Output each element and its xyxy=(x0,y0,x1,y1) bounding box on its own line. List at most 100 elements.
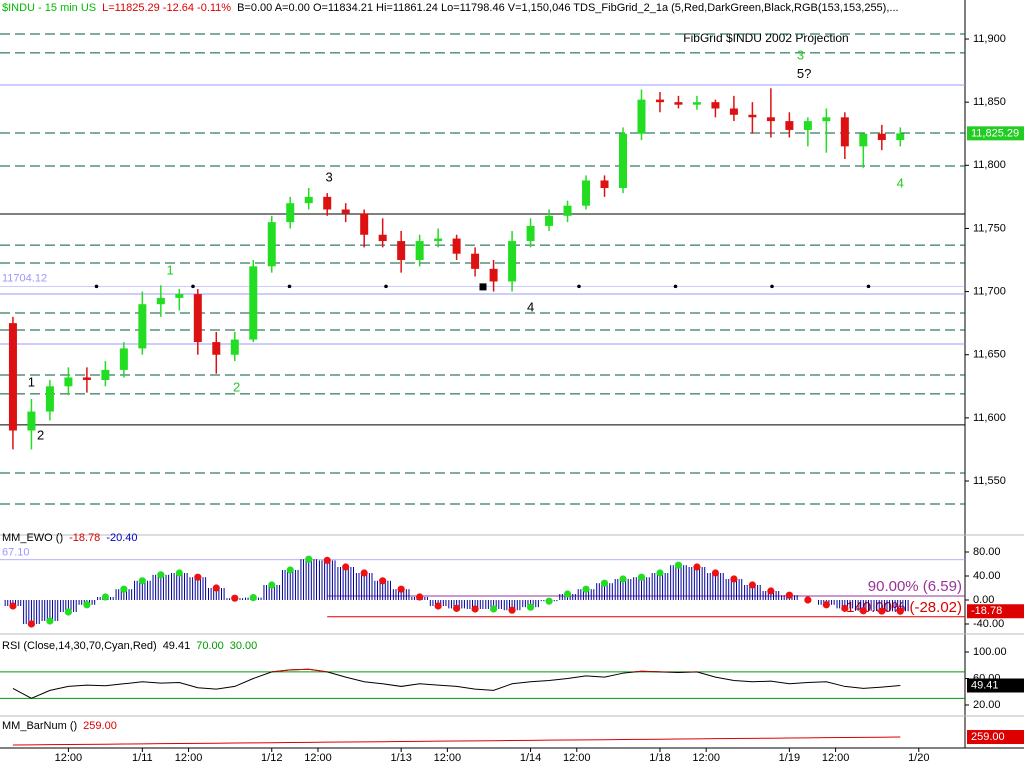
ewo-dot xyxy=(859,607,867,615)
ewo-dot xyxy=(434,602,442,610)
candle-body xyxy=(859,133,868,147)
candle-body xyxy=(508,241,517,282)
fib-line-label: 140.00% (-28.02) xyxy=(846,599,962,616)
ewo-dot xyxy=(804,596,812,604)
pivot-dot xyxy=(384,284,388,289)
candle-body xyxy=(729,108,738,115)
y-tick-label: -40.00 xyxy=(973,618,1004,630)
pivot-dot xyxy=(770,284,774,289)
ewo-dot xyxy=(545,597,553,605)
candle-body xyxy=(230,339,239,355)
candle-body xyxy=(156,297,165,305)
candle-body xyxy=(840,117,849,147)
y-tick-label: 11,700 xyxy=(973,285,1006,297)
ewo-dot xyxy=(101,593,109,601)
x-tick-label: 1/20 xyxy=(908,752,929,764)
x-tick-label: 1/13 xyxy=(390,752,411,764)
ewo-dot xyxy=(471,605,479,613)
ewo-dot xyxy=(286,566,294,574)
ewo-dot xyxy=(120,585,128,593)
wave-label: 3 xyxy=(325,169,332,184)
chart-title: FibGrid $INDU 2002 Projection xyxy=(683,31,848,45)
panel-title: MM_EWO () xyxy=(2,532,63,544)
ewo-dot xyxy=(64,608,73,616)
x-tick-label: 12:00 xyxy=(434,752,462,764)
fib-line-label: 90.00% (6.59) xyxy=(868,578,962,595)
candle-body xyxy=(397,241,406,261)
x-tick-label: 12:00 xyxy=(563,752,591,764)
candle-body xyxy=(267,222,276,267)
x-tick-label: 1/14 xyxy=(520,752,541,764)
header: $INDU - 15 min US L=11825.29 -12.64 -0.11… xyxy=(2,2,899,14)
candle-body xyxy=(803,121,812,130)
candle-body xyxy=(378,234,387,242)
x-tick-label: 12:00 xyxy=(822,752,850,764)
wave-label: 1 xyxy=(166,262,173,277)
ewo-dot xyxy=(748,581,757,589)
candle-body xyxy=(82,377,91,380)
series-line xyxy=(12,668,901,699)
panel-legend: MM_EWO () -18.78 -20.40 xyxy=(2,532,138,544)
wave-label: 4 xyxy=(897,176,904,191)
ewo-dot xyxy=(711,569,720,577)
y-tick-label: 0.00 xyxy=(973,594,994,606)
ewo-dot xyxy=(878,607,886,615)
ewo-dot xyxy=(841,604,849,612)
ewo-dot xyxy=(730,575,738,583)
ewo-dot xyxy=(342,563,350,571)
last-value-box xyxy=(967,604,1024,619)
ewo-dot xyxy=(212,584,220,592)
last-value-box xyxy=(967,678,1024,693)
ewo-dot xyxy=(563,590,572,598)
candle-body xyxy=(119,348,128,370)
y-tick-label: 11,800 xyxy=(973,159,1006,171)
y-tick-label: 11,550 xyxy=(973,475,1006,487)
header-segment: $INDU - 15 min US xyxy=(2,2,96,14)
candle-body xyxy=(434,238,443,242)
panel-title: RSI (Close,14,30,70,Cyan,Red) xyxy=(2,640,157,652)
candle-body xyxy=(655,99,664,103)
ewo-dot xyxy=(323,556,331,564)
ewo-dot xyxy=(83,601,91,609)
overbought-line xyxy=(270,668,699,672)
ewo-dot xyxy=(619,575,627,583)
wave-label: 4 xyxy=(527,299,534,314)
ewo-dot xyxy=(416,593,424,601)
candle-body xyxy=(674,102,683,105)
ewo-dot xyxy=(674,561,683,569)
y-tick-label: 11,900 xyxy=(973,33,1006,45)
ewo-dot xyxy=(46,617,54,625)
ewo-dot xyxy=(379,577,387,585)
ewo-dot xyxy=(305,555,313,563)
x-tick-label: 1/12 xyxy=(261,752,282,764)
pivot-dot xyxy=(191,284,195,289)
candle-body xyxy=(785,121,794,130)
last-value-box xyxy=(967,730,1024,745)
candle-body xyxy=(45,386,54,412)
candle-body xyxy=(27,411,36,431)
legend-value: 49.41 xyxy=(163,640,191,652)
candle-body xyxy=(323,196,332,210)
ewo-dot xyxy=(360,569,368,577)
ewo-dot xyxy=(489,605,498,613)
candle-body xyxy=(637,99,646,134)
candle-body xyxy=(138,304,147,349)
ewo-dot xyxy=(582,585,590,593)
candle-body xyxy=(249,266,258,340)
ewo-dot xyxy=(637,573,646,581)
x-tick-label: 1/11 xyxy=(132,752,153,764)
last-value-label: 259.00 xyxy=(971,731,1005,743)
candle-body xyxy=(101,369,110,380)
y-tick-label: 11,650 xyxy=(973,349,1006,361)
pivot-dot xyxy=(577,284,581,289)
candle-body xyxy=(692,102,701,105)
candle-body xyxy=(582,180,591,206)
candle-body xyxy=(748,114,757,118)
candle-body xyxy=(563,205,572,216)
ewo-dot xyxy=(526,603,535,611)
candle-body xyxy=(8,323,17,431)
candle-body xyxy=(618,133,627,189)
ewo-dot xyxy=(27,620,36,628)
